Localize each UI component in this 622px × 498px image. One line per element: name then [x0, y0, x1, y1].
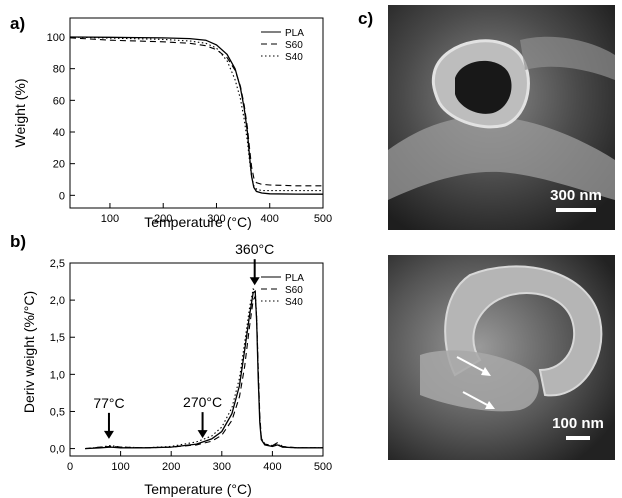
- chartA-series-s60: [69, 37, 323, 187]
- arrow-2-head: [485, 401, 495, 409]
- chart-b-series: [85, 288, 323, 450]
- arrow-1: [456, 356, 488, 374]
- chartA-ytick-label: 100: [47, 32, 65, 44]
- chartA-ytick-label: 0: [59, 190, 65, 202]
- chartA-ytick-label: 60: [53, 95, 65, 107]
- chart-b-ylabel: Deriv weight (%/°C): [21, 291, 37, 413]
- annotation-arrow-head: [197, 430, 208, 439]
- chart-b-annotations: 77°C 270°C 360°C: [93, 241, 274, 439]
- chartB-ytick-label: 1,5: [50, 332, 65, 344]
- chartA-ytick-label: 80: [53, 64, 65, 76]
- chartB-xtick-label: 200: [162, 461, 180, 473]
- chartA-xtick-label: 100: [101, 213, 119, 225]
- chartA-ytick-label: 40: [53, 127, 65, 139]
- chartA-ytick-label: 20: [53, 159, 65, 171]
- arrow-1-head: [481, 367, 491, 376]
- chartB-xtick-label: 100: [111, 461, 129, 473]
- chartB-ytick-label: 0,5: [50, 406, 65, 418]
- chartA-xtick-label: 300: [207, 213, 225, 225]
- chartB-xtick-label: 300: [213, 461, 231, 473]
- chart-a-xlabel: Temperature (°C): [144, 214, 252, 230]
- legend-label-s40: S40: [285, 52, 303, 63]
- arrow-2: [462, 391, 492, 408]
- fiber-cross: [420, 350, 539, 412]
- fiber-tube-body: [388, 116, 615, 200]
- panel-label-b: b): [10, 232, 26, 251]
- chartB-ytick-label: 0,0: [50, 444, 65, 456]
- chartB-series-s60: [85, 294, 323, 450]
- chartB-ytick-label: 2,0: [50, 295, 65, 307]
- panel-label-c: c): [358, 9, 373, 28]
- chartB-xtick-label: 400: [263, 461, 281, 473]
- legend-label-s60: S60: [285, 285, 303, 296]
- chart-b-dtg: 0 100 200 300 400 500 0,0 0,5 1,0 1,5 2,0 2,5 Tempe…: [21, 241, 332, 497]
- chartB-xtick-label: 500: [314, 461, 332, 473]
- legend-label-pla: PLA: [285, 28, 304, 39]
- sem-micrograph-top: 300 nm: [388, 5, 615, 230]
- scale-label-bottom: 100 nm: [552, 415, 604, 432]
- sem-micrograph-bottom: 100 nm: [388, 255, 615, 460]
- chart-b-frame: [69, 262, 324, 457]
- chartB-series-pla: [85, 289, 323, 450]
- scale-bar-bottom: [566, 436, 590, 440]
- chart-a-ylabel: Weight (%): [12, 79, 28, 148]
- chart-a-frame: [69, 17, 324, 209]
- panel-label-a: a): [10, 14, 25, 33]
- scale-bar-top: [556, 208, 596, 212]
- legend-label-pla: PLA: [285, 273, 304, 284]
- annotation-label: 77°C: [93, 395, 124, 411]
- chartB-ytick-label: 2,5: [50, 258, 65, 270]
- legend-label-s40: S40: [285, 297, 303, 308]
- annotation-arrow-head: [103, 430, 114, 439]
- chart-a-tga: 100 200 300 400 500 0 20 40 60 80 100 Temperature …: [12, 17, 333, 230]
- chart-a-series: [69, 36, 324, 195]
- chart-a-ticks: 100 200 300 400 500 0 20 40 60 80 100: [47, 32, 333, 225]
- chartA-xtick-label: 500: [314, 213, 332, 225]
- scale-label-top: 300 nm: [550, 187, 602, 204]
- annotation-label: 360°C: [235, 241, 274, 257]
- chartB-ytick-label: 1,0: [50, 369, 65, 381]
- fiber-strand: [520, 36, 615, 80]
- chartA-xtick-label: 200: [154, 213, 172, 225]
- fiber-tube-hole: [455, 60, 512, 114]
- chartB-xtick-label: 0: [67, 461, 73, 473]
- chartB-series-s40: [85, 288, 323, 450]
- chartA-xtick-label: 400: [261, 213, 279, 225]
- chart-b-xlabel: Temperature (°C): [144, 481, 252, 497]
- chart-b-ticks: 0 100 200 300 400 500 0,0 0,5 1,0 1,5 2,0 2,5: [50, 258, 332, 473]
- legend-label-s60: S60: [285, 40, 303, 51]
- annotation-label: 270°C: [183, 394, 222, 410]
- annotation-arrow-head: [249, 277, 260, 286]
